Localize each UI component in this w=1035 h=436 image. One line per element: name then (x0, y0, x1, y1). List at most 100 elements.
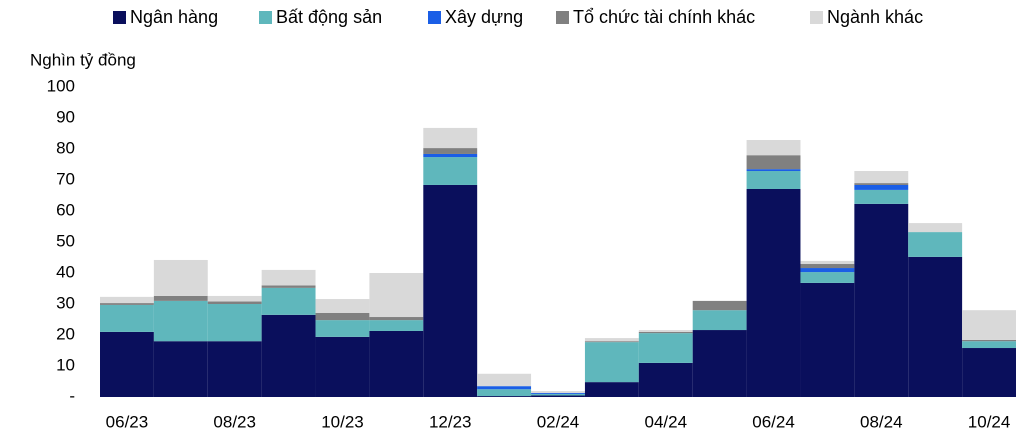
legend-swatch (428, 11, 441, 24)
legend-swatch (259, 11, 272, 24)
bar-segment (207, 341, 262, 397)
x-tick-label: 06/23 (106, 412, 149, 431)
bar-segment (638, 333, 693, 363)
bar-segment (153, 259, 208, 296)
bar-segment (423, 127, 478, 149)
bar-segment (854, 171, 909, 184)
bar-segment (100, 331, 154, 397)
bar-segment (100, 303, 154, 305)
bar-segment (962, 341, 1016, 349)
y-tick-label: 60 (56, 200, 75, 219)
y-axis-label: Nghìn tỷ đồng (30, 50, 136, 69)
bar-segment (153, 295, 208, 301)
bar-segment (423, 148, 478, 154)
bar-segment (584, 342, 639, 383)
bar-segment (962, 310, 1016, 340)
legend-label: Bất động sản (276, 7, 382, 27)
x-tick-label: 10/24 (968, 412, 1011, 431)
bar-segment (746, 140, 801, 156)
legend-label: Ngành khác (827, 7, 923, 27)
bar-segment (423, 157, 478, 185)
bar-segment (746, 169, 801, 172)
bar-segment (908, 256, 963, 397)
bar-segment (531, 391, 585, 393)
bar-segment (100, 304, 154, 332)
bar-segment (261, 314, 316, 397)
bar-segment (207, 295, 262, 302)
bar-segment (800, 282, 855, 397)
bar-segment (369, 317, 424, 321)
bar-segment (800, 260, 855, 265)
x-tick-label: 10/23 (321, 412, 364, 431)
y-tick-label: 10 (56, 355, 75, 374)
bar-segment (315, 299, 370, 313)
legend-swatch (113, 11, 126, 24)
bar-segment (638, 362, 693, 397)
y-tick-label: 50 (56, 231, 75, 250)
y-tick-label: 70 (56, 169, 75, 188)
bar-segment (800, 264, 855, 269)
bar-segment (477, 396, 532, 397)
x-tick-label: 06/24 (752, 412, 795, 431)
bar-segment (423, 184, 478, 397)
y-tick-label: 90 (56, 107, 75, 126)
x-tick-label: 02/24 (537, 412, 580, 431)
y-tick-label: 40 (56, 262, 75, 281)
bar-segment (854, 184, 909, 190)
bar-segment (800, 268, 855, 273)
bar-segment (584, 382, 639, 397)
bar-segment (315, 336, 370, 397)
bar-segment (315, 320, 370, 337)
bar-segment (531, 392, 585, 394)
bar-segment (423, 153, 478, 158)
y-tick-label: 20 (56, 324, 75, 343)
legend-label: Ngân hàng (130, 7, 218, 27)
bar-segment (584, 338, 639, 342)
x-tick-label: 08/24 (860, 412, 903, 431)
bar-segment (207, 301, 262, 304)
x-tick-label: 08/23 (213, 412, 256, 431)
bar-segment (638, 331, 693, 334)
bar-segment (854, 189, 909, 204)
bar-segment (261, 285, 316, 288)
y-tick-label: 100 (47, 76, 75, 95)
legend-swatch (810, 11, 823, 24)
bar-segment (746, 188, 801, 397)
bar-segment (746, 155, 801, 170)
y-tick-label: 30 (56, 293, 75, 312)
bar-segment (261, 269, 316, 286)
legend-swatch (556, 11, 569, 24)
y-tick-label: 80 (56, 138, 75, 157)
bar-segment (315, 312, 370, 321)
bar-segment (692, 310, 747, 331)
x-tick-label: 04/24 (644, 412, 687, 431)
bar-segment (261, 287, 316, 315)
legend-label: Tổ chức tài chính khác (573, 7, 755, 27)
bar-segment (854, 203, 909, 397)
bar-segment (369, 330, 424, 397)
bar-segment (746, 171, 801, 189)
legend-label: Xây dựng (445, 7, 523, 27)
bar-segment (531, 393, 585, 396)
bar-segment (908, 223, 963, 233)
bar-segment (531, 395, 585, 397)
bar-segment (153, 341, 208, 397)
y-tick-label: - (69, 386, 75, 405)
bar-segment (207, 304, 262, 342)
bar-segment (692, 330, 747, 397)
bar-segment (584, 341, 639, 343)
bar-segment (692, 300, 747, 311)
x-tick-label: 12/23 (429, 412, 472, 431)
bar-segment (800, 272, 855, 283)
bar-segment (962, 339, 1016, 342)
bar-segment (638, 330, 693, 332)
bar-segment (100, 296, 154, 304)
bar-segment (369, 273, 424, 318)
bar-segment (477, 386, 532, 390)
bar-segment (477, 389, 532, 397)
bar-segment (369, 320, 424, 331)
bar-segment (477, 373, 532, 387)
bar-segment (908, 232, 963, 257)
bar-segment (153, 300, 208, 342)
